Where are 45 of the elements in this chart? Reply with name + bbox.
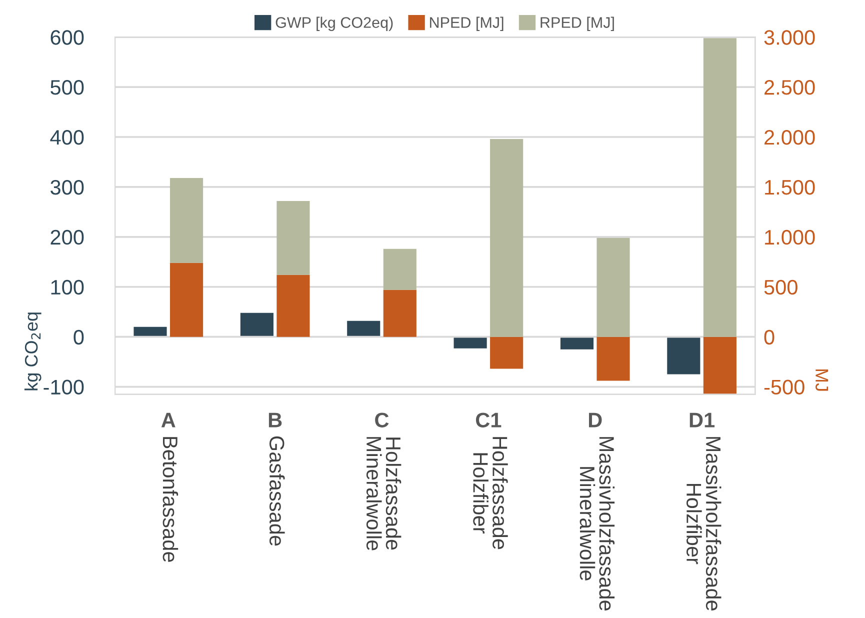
y2-tick-label: 1.500 bbox=[765, 180, 815, 195]
bar bbox=[560, 336, 594, 350]
bar bbox=[667, 336, 700, 374]
y-tick-label: 600 bbox=[50, 30, 84, 45]
x-tick-label: B Gasfassade bbox=[268, 412, 285, 546]
bar bbox=[490, 138, 524, 337]
bar bbox=[134, 326, 167, 337]
x-tick-label: D1 Massivholzfassade Holzfiber bbox=[686, 412, 722, 610]
bar bbox=[240, 312, 274, 337]
x-tick-label: C Holzfassade Mineralwolle bbox=[366, 412, 402, 550]
bar bbox=[703, 38, 736, 337]
bar bbox=[276, 274, 310, 337]
y-tick-label: 300 bbox=[50, 180, 84, 195]
y-tick-label: 400 bbox=[50, 130, 84, 145]
y2-tick-label: 3.000 bbox=[764, 30, 815, 45]
y2-tick-label: 2.500 bbox=[764, 80, 815, 95]
bar bbox=[170, 178, 204, 263]
x-tick-label: D Massivholzfassade Mineralwolle bbox=[580, 412, 615, 610]
y2-axis-title: MJ bbox=[815, 369, 828, 391]
bar bbox=[703, 336, 736, 394]
bar bbox=[170, 262, 204, 337]
legend-label: RPED [MJ] bbox=[540, 16, 614, 31]
y-tick-label: 500 bbox=[50, 80, 84, 95]
y2-tick-label: -500 bbox=[764, 380, 804, 395]
bar bbox=[454, 336, 487, 348]
y2-tick-label: 2.000 bbox=[764, 130, 815, 145]
bar bbox=[490, 336, 524, 369]
y2-tick-label: 500 bbox=[764, 280, 798, 295]
x-tick-label: C1 Holzfassade Holzfiber bbox=[473, 412, 508, 550]
y-tick-label: -100 bbox=[44, 380, 84, 395]
y2-tick-label: 1.000 bbox=[765, 230, 815, 245]
x-tick-label: A Betonfassade bbox=[161, 412, 178, 562]
bar bbox=[596, 336, 630, 381]
legend-label: GWP [kg CO2eq) bbox=[276, 16, 393, 31]
bar bbox=[596, 238, 630, 337]
bar bbox=[383, 290, 416, 337]
y-axis-title: kg CO$_{2}$eq bbox=[24, 312, 42, 390]
bar bbox=[276, 200, 310, 275]
y-tick-label: 200 bbox=[50, 230, 84, 245]
bar bbox=[347, 320, 380, 337]
y2-tick-label: 0 bbox=[764, 330, 774, 345]
y-tick-label: 0 bbox=[74, 330, 84, 345]
legend-label: NPED [MJ] bbox=[430, 16, 504, 31]
bar bbox=[383, 248, 416, 290]
y-tick-label: 100 bbox=[51, 280, 84, 295]
